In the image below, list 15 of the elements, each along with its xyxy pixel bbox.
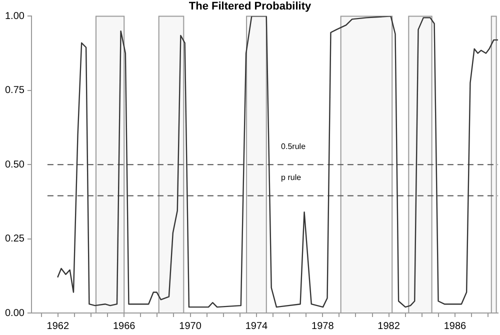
x-tick-label: 1962 [46,320,70,332]
ref-line-label: p rule [281,172,302,182]
y-tick-label: 0.50 [4,159,25,170]
y-tick-label: 0.75 [4,85,25,96]
ref-line-label: 0.5rule [281,142,306,151]
x-tick-label: 1970 [179,320,202,332]
x-tick-label: 1974 [245,320,268,332]
x-tick-label: 1978 [312,320,334,332]
x-tick-label: 1982 [378,320,400,332]
y-tick-label: 1.00 [4,10,25,22]
chart-title: The Filtered Probability [188,0,312,13]
y-tick-label: 0.00 [4,308,25,319]
x-tick-label: 1966 [112,320,136,332]
x-tick-label: 1986 [444,320,467,332]
y-tick-label: 0.25 [4,234,25,245]
